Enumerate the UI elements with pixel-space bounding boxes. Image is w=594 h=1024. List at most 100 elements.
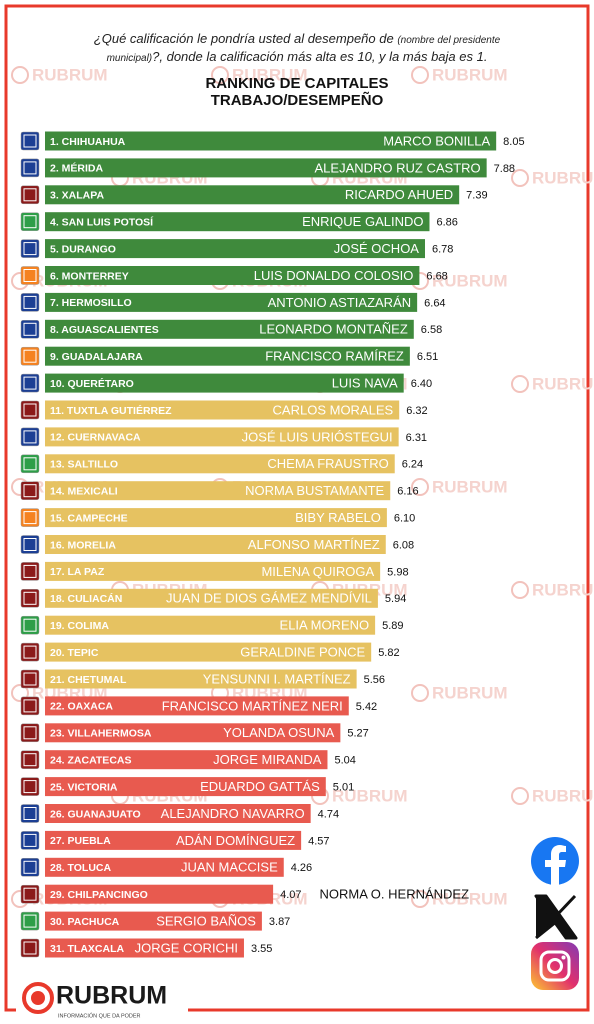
party-icon-inner	[23, 188, 37, 202]
instagram-lens	[547, 958, 563, 974]
watermark-ring	[511, 787, 529, 805]
watermark-text: RUBRUM	[432, 477, 508, 496]
frame	[4, 4, 590, 1012]
watermark-text: RUBRUM	[532, 786, 594, 805]
instagram-outline	[539, 950, 571, 982]
bar	[45, 454, 395, 474]
official-name: BIBY RABELO	[295, 510, 381, 525]
value-label: 7.88	[494, 163, 515, 175]
value-label: 6.16	[397, 486, 418, 498]
value-label: 6.86	[436, 217, 457, 229]
bar	[45, 938, 244, 958]
rank-label: 31. TLAXCALA	[50, 943, 125, 955]
value-label: 5.82	[378, 647, 399, 659]
rank-label: 25. VICTORIA	[50, 781, 118, 793]
party-icon	[20, 884, 40, 904]
watermark-text: RUBRUM	[432, 65, 508, 84]
official-name: SERGIO BAÑOS	[156, 914, 256, 929]
party-icon	[20, 804, 40, 823]
official-name: JOSÉ OCHOA	[334, 241, 420, 256]
watermark-ring	[411, 890, 429, 908]
value-label: 6.78	[432, 244, 453, 256]
bar	[45, 804, 311, 823]
watermark-ring	[411, 684, 429, 702]
party-icon-inner	[23, 376, 37, 390]
value-label: 4.57	[308, 835, 329, 847]
rank-label: 22. OAXACA	[50, 701, 113, 713]
value-label: 6.64	[424, 297, 445, 309]
official-name: JORGE CORICHI	[135, 940, 238, 955]
official-name: FRANCISCO RAMÍREZ	[265, 349, 404, 364]
party-icon-inner	[23, 726, 37, 740]
logo-text: RUBRUM	[56, 982, 167, 1010]
question-text: ¿Qué calificación le pondría usted al de…	[94, 31, 394, 46]
bar	[45, 239, 425, 259]
value-label: 6.40	[411, 378, 432, 390]
logo-tagline: INFORMACIÓN QUE DA PODER	[58, 1012, 141, 1019]
facebook-icon[interactable]	[531, 837, 579, 885]
title: TRABAJO/DESEMPEÑO	[211, 91, 384, 109]
bar	[45, 696, 349, 716]
rank-label: 9. GUADALAJARA	[50, 351, 143, 363]
value-label: 6.58	[421, 324, 442, 336]
instagram-icon[interactable]	[531, 942, 579, 990]
official-name: RICARDO AHUED	[345, 187, 453, 202]
party-icon	[20, 346, 40, 366]
official-name: JUAN MACCISE	[181, 860, 278, 875]
value-label: 5.27	[347, 728, 368, 740]
rank-label: 14. MEXICALI	[50, 485, 118, 497]
value-label: 7.39	[466, 190, 487, 202]
party-icon-inner	[23, 591, 37, 605]
rank-label: 5. DURANGO	[50, 243, 116, 255]
bar	[45, 508, 387, 528]
bar	[45, 857, 284, 877]
official-name: ADÁN DOMÍNGUEZ	[176, 833, 295, 848]
rank-label: 20. TEPIC	[50, 647, 99, 659]
party-icon-inner	[23, 618, 37, 632]
party-icon-inner	[23, 430, 37, 444]
bar	[45, 669, 357, 689]
rank-label: 24. ZACATECAS	[50, 754, 131, 766]
value-label: 6.08	[393, 539, 414, 551]
official-name: MARCO BONILLA	[383, 133, 490, 148]
party-icon	[20, 427, 40, 447]
party-icon	[20, 481, 40, 500]
watermark-text: RUBRUM	[432, 271, 508, 290]
official-name: CHEMA FRAUSTRO	[267, 456, 388, 471]
rank-label: 19. COLIMA	[50, 620, 109, 632]
official-name: NORMA O. HERNÁNDEZ	[320, 887, 470, 902]
official-name: ENRIQUE GALINDO	[302, 214, 423, 229]
party-icon	[20, 400, 40, 420]
rank-label: 26. GUANAJUATO	[50, 808, 141, 820]
party-icon	[20, 508, 40, 527]
watermark-text: RUBRUM	[332, 786, 408, 805]
rank-label: 18. CULIACÁN	[50, 592, 122, 605]
value-label: 5.89	[382, 620, 403, 632]
party-icon-inner	[23, 457, 37, 471]
instagram-dot	[561, 955, 566, 960]
party-icon-inner	[23, 295, 37, 309]
official-name: FRANCISCO MARTÍNEZ NERI	[162, 698, 343, 713]
party-icon-inner	[23, 672, 37, 686]
party-icon-inner	[23, 134, 37, 148]
official-name: EDUARDO GATTÁS	[200, 779, 320, 794]
value-label: 6.31	[406, 432, 427, 444]
value-label: 5.56	[364, 674, 385, 686]
party-icon-inner	[23, 860, 37, 874]
rank-label: 17. LA PAZ	[50, 566, 105, 578]
x-icon[interactable]	[534, 894, 578, 940]
official-name: YOLANDA OSUNA	[223, 725, 335, 740]
bar	[45, 750, 328, 770]
watermark-ring	[11, 66, 29, 84]
party-icon	[20, 535, 40, 554]
bar	[45, 373, 404, 393]
party-icon-inner	[23, 564, 37, 578]
party-icon	[20, 615, 40, 635]
bar	[45, 830, 302, 850]
party-icon	[20, 642, 40, 662]
value-label: 3.87	[269, 916, 290, 928]
question-line-1: ¿Qué calificación le pondría usted al de…	[94, 31, 501, 46]
instagram-square	[531, 942, 579, 990]
party-icon	[20, 239, 40, 258]
rank-label: 16. MORELIA	[50, 539, 116, 551]
